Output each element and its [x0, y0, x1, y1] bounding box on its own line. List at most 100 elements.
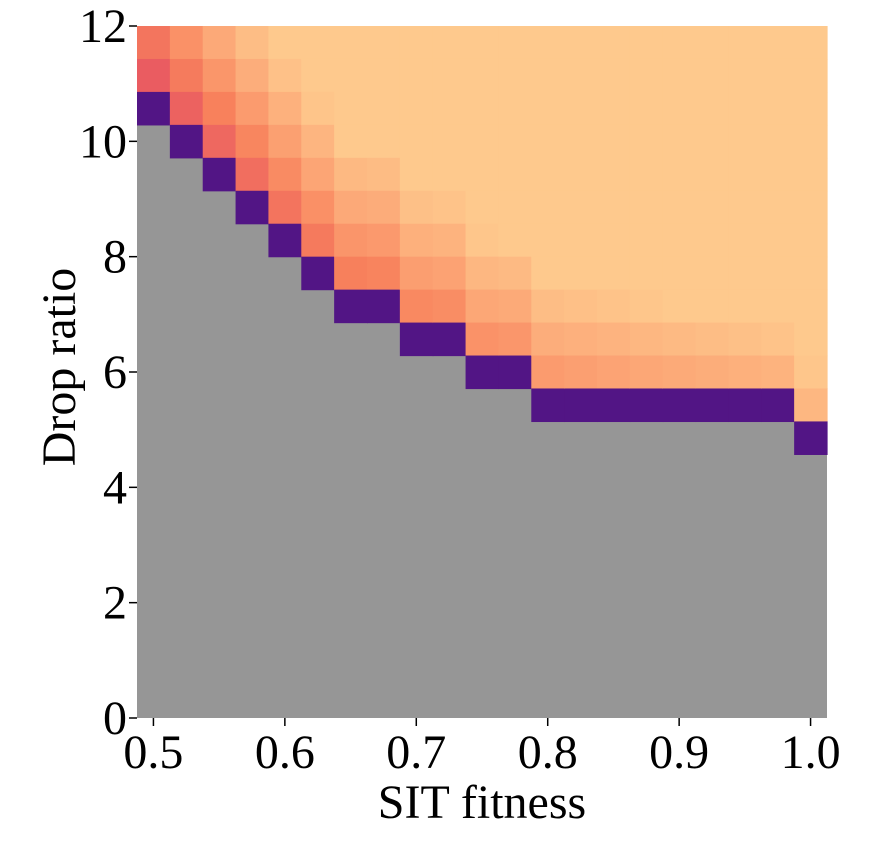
heatmap-cell	[728, 124, 762, 159]
heatmap-cell	[597, 289, 631, 324]
heatmap-cell	[301, 256, 335, 291]
heatmap-cell	[334, 157, 368, 192]
heatmap-cell	[597, 157, 631, 192]
heatmap-cell	[728, 157, 762, 192]
heatmap-cell	[465, 190, 500, 225]
heatmap-cell	[761, 256, 795, 291]
heatmap-cell	[498, 58, 532, 93]
heatmap-cell	[629, 388, 664, 423]
heatmap-cell	[794, 256, 828, 291]
heatmap-cell	[728, 388, 762, 423]
heatmap-cell	[301, 124, 335, 159]
heatmap-cell	[334, 26, 368, 60]
heatmap-cell	[301, 58, 335, 93]
heatmap-cell	[794, 58, 828, 93]
heatmap-cell	[761, 322, 795, 357]
heatmap-cell	[432, 157, 467, 192]
heatmap-cell	[662, 289, 697, 324]
x-tick-label: 0.5	[123, 726, 183, 779]
heatmap-cell	[169, 124, 204, 159]
heatmap-cell	[761, 91, 795, 126]
heatmap-cell	[465, 124, 500, 159]
heatmap-cell	[695, 289, 730, 324]
heatmap-cell	[465, 26, 500, 60]
heatmap-cell	[564, 388, 598, 423]
heatmap-cell	[465, 289, 500, 324]
heatmap-cell	[728, 256, 762, 291]
heatmap-cell	[399, 157, 434, 192]
heatmap-cell	[761, 388, 795, 423]
heatmap-cell	[794, 223, 828, 258]
heatmap-cell	[761, 26, 795, 60]
heatmap-cell	[268, 58, 302, 93]
heatmap-cell	[432, 26, 467, 60]
heatmap-cell	[629, 91, 664, 126]
heatmap-cell	[334, 190, 368, 225]
heatmap-cell	[432, 58, 467, 93]
heatmap-cell	[629, 26, 664, 60]
heatmap-cell	[235, 124, 270, 159]
heatmap-cell	[498, 289, 532, 324]
heatmap-cell	[432, 289, 467, 324]
heatmap-cell	[465, 256, 500, 291]
heatmap-cell	[794, 26, 828, 60]
heatmap-cell	[334, 58, 368, 93]
x-axis: 0.5 0.6 0.7 0.8 0.9 1.0	[123, 718, 841, 779]
x-tick-label: 0.9	[649, 726, 709, 779]
heatmap-cell	[531, 190, 565, 225]
heatmap-cell	[597, 26, 631, 60]
heatmap-cell	[498, 223, 532, 258]
heatmap-cell	[629, 322, 664, 357]
heatmap-cell	[367, 289, 401, 324]
heatmap-cell	[629, 223, 664, 258]
heatmap-cell	[498, 190, 532, 225]
heatmap-cell	[235, 91, 270, 126]
x-tick-label: 0.6	[255, 726, 315, 779]
heatmap-cell	[531, 355, 565, 390]
x-tick-label: 1.0	[781, 726, 841, 779]
heatmap-cell	[301, 26, 335, 60]
heatmap-cell	[629, 289, 664, 324]
heatmap-cell	[794, 124, 828, 159]
heatmap-cell	[498, 157, 532, 192]
heatmap-cell	[794, 322, 828, 357]
heatmap-cell	[597, 355, 631, 390]
heatmap-cell	[301, 157, 335, 192]
heatmap-cell	[367, 190, 401, 225]
heatmap-cell	[137, 91, 171, 126]
heatmap-cell	[432, 256, 467, 291]
heatmap-cell	[137, 58, 171, 93]
y-tick-label: 4	[103, 461, 127, 514]
heatmap-cell	[629, 157, 664, 192]
heatmap-cell	[695, 157, 730, 192]
heatmap-cell	[695, 58, 730, 93]
heatmap-cell	[597, 223, 631, 258]
heatmap-cell	[761, 124, 795, 159]
heatmap-cell	[465, 157, 500, 192]
heatmap-cell	[564, 355, 598, 390]
heatmap-cell	[662, 91, 697, 126]
heatmap-cell	[399, 124, 434, 159]
heatmap-cell	[695, 190, 730, 225]
heatmap-cell	[728, 26, 762, 60]
heatmap-cell	[564, 26, 598, 60]
heatmap-cell	[399, 91, 434, 126]
heatmap-cell	[301, 190, 335, 225]
heatmap-cell	[695, 124, 730, 159]
heatmap-cell	[367, 58, 401, 93]
heatmap-cell	[761, 157, 795, 192]
heatmap-cell	[597, 322, 631, 357]
heatmap-cell	[695, 256, 730, 291]
heatmap-cell	[728, 223, 762, 258]
y-axis-label: Drop ratio	[33, 268, 86, 467]
heatmap-cell	[564, 157, 598, 192]
heatmap-cell	[531, 124, 565, 159]
heatmap-cell	[465, 91, 500, 126]
heatmap-cell	[399, 223, 434, 258]
heatmap-cell	[662, 355, 697, 390]
heatmap-cell	[761, 289, 795, 324]
y-tick-label: 2	[103, 577, 127, 630]
heatmap-cell	[695, 388, 730, 423]
heatmap-cell	[629, 58, 664, 93]
heatmap-cell	[169, 26, 204, 60]
